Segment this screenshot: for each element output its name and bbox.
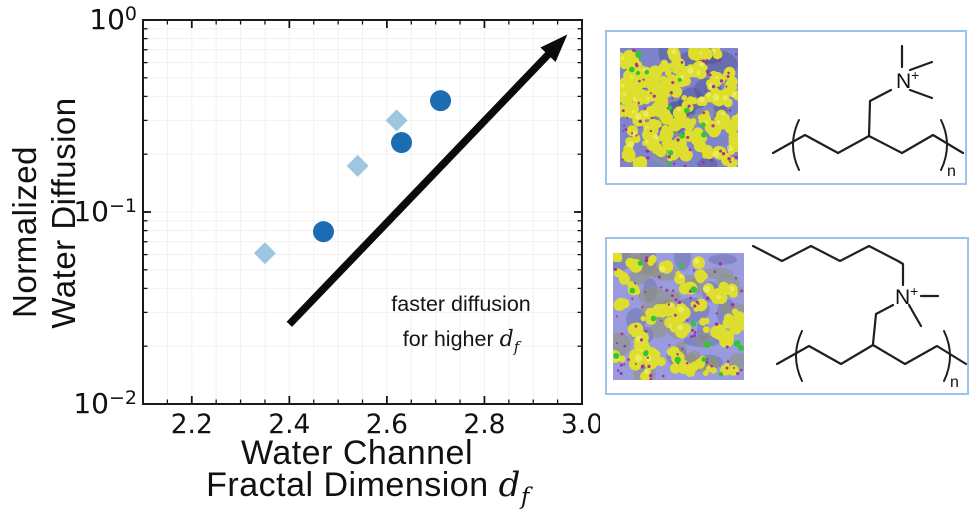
data-point-circle — [430, 90, 452, 112]
x-tick-label: 2.6 — [366, 409, 408, 440]
panel-tma-polymer: N+ n — [605, 30, 967, 185]
methyl-bond-lower-right — [907, 303, 923, 328]
methyl-bond-lower-right — [908, 88, 934, 100]
backbone-bond — [771, 133, 965, 155]
y-axis-label: Normalized Water Diffusion — [6, 97, 82, 328]
annotation: faster diffusion for higher df — [391, 292, 530, 356]
x-tick-label: 2.8 — [463, 409, 505, 440]
right-parenthesis — [940, 119, 948, 171]
structure-hexyl: N+ n — [751, 244, 967, 391]
pendant-bond — [871, 303, 895, 346]
diffusion-scatter-chart: 100 10−1 10−2 2.2 2.4 2.6 2.8 3.0 Water ChannelF… — [6, 3, 600, 510]
y-tick-labels: 100 10−1 10−2 — [73, 3, 137, 420]
annotation-line2: for higher df — [403, 327, 522, 356]
x-axis-label-line2: Fractal Dimension df — [206, 465, 533, 510]
hexyl-chain-bond — [751, 244, 905, 287]
left-parenthesis — [795, 330, 803, 382]
data-point-circle — [312, 221, 334, 243]
simulation-snapshot-bottom — [613, 253, 744, 380]
data-point-diamond — [385, 109, 408, 132]
y-axis-label-line2: Water Diffusion — [45, 97, 82, 328]
data-point-diamond — [346, 154, 369, 177]
scatter-series-dark-blue-circles — [312, 90, 452, 243]
nitrogen-label: N+ — [896, 67, 919, 93]
panel-hexyl-polymer: N+ n — [605, 237, 969, 395]
x-tick-label: 3.0 — [561, 409, 600, 440]
data-point-diamond — [253, 242, 276, 265]
x-tick-labels: 2.2 2.4 2.6 2.8 3.0 — [171, 409, 600, 440]
x-tick-label: 2.4 — [268, 409, 310, 440]
backbone-bond — [775, 343, 967, 366]
annotation-line1: faster diffusion — [391, 292, 530, 316]
simulation-snapshot-top — [620, 48, 738, 167]
y-tick-label: 10−1 — [73, 195, 137, 228]
y-axis-label-line1: Normalized — [6, 146, 43, 318]
trend-arrow — [286, 34, 568, 327]
x-axis-label-line1: Water Channel — [241, 434, 473, 472]
pendant-bond — [867, 88, 893, 138]
repeat-subscript: n — [950, 374, 959, 391]
scatter-series-light-blue-diamonds — [253, 109, 408, 265]
methyl-bond-upper-right — [908, 60, 934, 72]
x-tick-label: 2.2 — [171, 409, 213, 440]
repeat-subscript: n — [947, 163, 956, 180]
left-parenthesis — [792, 119, 800, 171]
y-tick-label: 10−2 — [73, 387, 137, 420]
nitrogen-label: N+ — [895, 283, 918, 309]
data-point-circle — [391, 132, 413, 154]
right-parenthesis — [943, 330, 951, 382]
y-tick-label: 100 — [89, 3, 137, 36]
plot-frame — [142, 19, 583, 405]
plot-grid — [143, 20, 582, 404]
structure-tma: N+ n — [771, 44, 965, 180]
